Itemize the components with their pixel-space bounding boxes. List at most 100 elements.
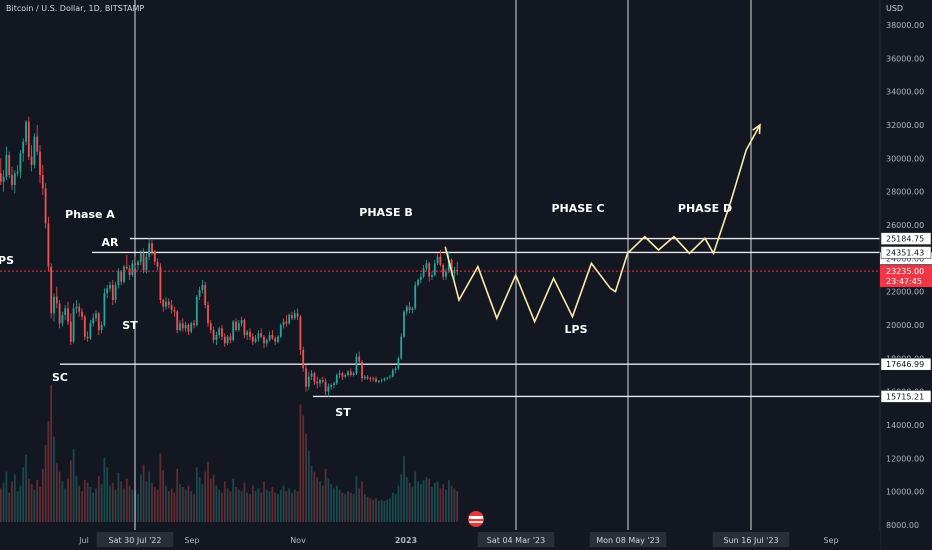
volume-bar xyxy=(375,498,377,522)
volume-bar xyxy=(123,488,125,522)
candle-body xyxy=(139,253,142,262)
candle-body xyxy=(422,268,425,277)
volume-bar xyxy=(145,481,148,522)
candle-body xyxy=(198,290,201,297)
candle-body xyxy=(114,285,117,300)
candle-body xyxy=(212,330,215,340)
time-highlight-label: Sun 16 Jul '23 xyxy=(723,536,778,545)
wyckoff-annotations: Phase A PHASE B PHASE C PHASE D PS AR ST SC ST LP… xyxy=(0,202,732,419)
volume-bar xyxy=(201,484,204,522)
volume-bar xyxy=(50,384,53,522)
candle-body xyxy=(8,155,11,175)
volume-bar xyxy=(223,481,226,522)
volume-bar xyxy=(383,501,386,522)
candle-body xyxy=(349,371,352,375)
candle-body xyxy=(97,313,100,330)
candle-body xyxy=(436,256,439,264)
candle-body xyxy=(428,263,431,277)
candle-body xyxy=(433,263,436,275)
volume-bar xyxy=(204,471,207,522)
candle-body xyxy=(397,358,400,369)
candle-body xyxy=(352,373,355,375)
volume-bar xyxy=(36,480,39,522)
projection-arrow-head xyxy=(752,123,761,135)
volume-bar xyxy=(181,487,184,522)
volume-bar xyxy=(431,487,433,522)
candle-body xyxy=(22,141,25,154)
candle-body xyxy=(405,306,408,312)
candle-body xyxy=(44,188,47,224)
time-highlight-label: Sat 04 Mar '23 xyxy=(487,536,545,545)
candle-body xyxy=(237,323,240,330)
volume-bar xyxy=(403,456,405,522)
volume-bar xyxy=(433,482,436,522)
price-tick-label: 20000.00 xyxy=(886,321,924,330)
volume-bar xyxy=(22,467,25,522)
candle-body xyxy=(299,316,302,350)
volume-bar xyxy=(212,474,215,522)
candle-body xyxy=(109,285,111,289)
candle-body xyxy=(27,121,30,157)
volume-bar xyxy=(226,488,229,522)
volume-bar xyxy=(268,491,271,522)
time-highlight-box xyxy=(589,532,667,547)
candle-body xyxy=(358,356,361,362)
symbol-title: Bitcoin / U.S. Dollar, 1D, BITSTAMP xyxy=(6,4,145,13)
volume-bar xyxy=(386,499,389,522)
candle-body xyxy=(310,373,313,377)
event-label: SC xyxy=(52,371,68,384)
candle-body xyxy=(389,376,391,378)
candle-body xyxy=(153,251,156,262)
candle-body xyxy=(195,296,198,325)
candle-body xyxy=(39,151,41,175)
volume-bar xyxy=(450,485,453,522)
candle-body xyxy=(137,261,139,265)
volume-bar xyxy=(159,453,162,522)
volume-bar xyxy=(47,421,50,522)
candle-body xyxy=(260,333,263,337)
candle-body xyxy=(380,380,383,381)
candle-body xyxy=(271,335,274,339)
candle-body xyxy=(335,375,338,384)
candle-body xyxy=(274,338,277,342)
volume-bar xyxy=(293,489,296,522)
volume-bar xyxy=(419,484,422,522)
candle-body xyxy=(81,311,83,317)
volume-bar xyxy=(453,488,456,522)
candle-body xyxy=(190,323,193,332)
volume-bar xyxy=(176,468,179,522)
candle-body xyxy=(229,336,232,340)
volume-bar xyxy=(187,485,190,522)
candlestick-series xyxy=(0,116,459,397)
phase-label: PHASE B xyxy=(359,206,412,219)
volume-bar xyxy=(165,485,167,522)
volume-bar xyxy=(125,478,128,522)
candle-body xyxy=(5,155,8,177)
candle-body xyxy=(377,380,380,382)
candle-body xyxy=(338,373,341,375)
candle-body xyxy=(13,173,16,185)
candle-body xyxy=(128,268,131,275)
level-tag-text: 17646.99 xyxy=(886,360,924,369)
volume-bar xyxy=(92,492,95,522)
price-tick-label: 32000.00 xyxy=(886,121,924,130)
volume-bar xyxy=(319,481,321,522)
candle-body xyxy=(204,285,207,305)
price-tick-label: 14000.00 xyxy=(886,421,924,430)
candle-body xyxy=(265,340,268,344)
volume-bar xyxy=(265,489,268,522)
price-tick-label: 8000.00 xyxy=(886,521,919,530)
candle-body xyxy=(319,380,321,384)
volume-bar xyxy=(349,492,352,522)
candle-body xyxy=(30,156,33,165)
volume-bar xyxy=(411,487,414,522)
volume-bar xyxy=(271,487,274,522)
candle-body xyxy=(134,263,137,265)
volume-bar xyxy=(55,463,58,522)
candle-body xyxy=(92,318,95,324)
candle-body xyxy=(117,271,120,285)
chart-logo[interactable] xyxy=(468,511,484,527)
candle-body xyxy=(47,223,50,267)
candle-body xyxy=(277,336,279,342)
